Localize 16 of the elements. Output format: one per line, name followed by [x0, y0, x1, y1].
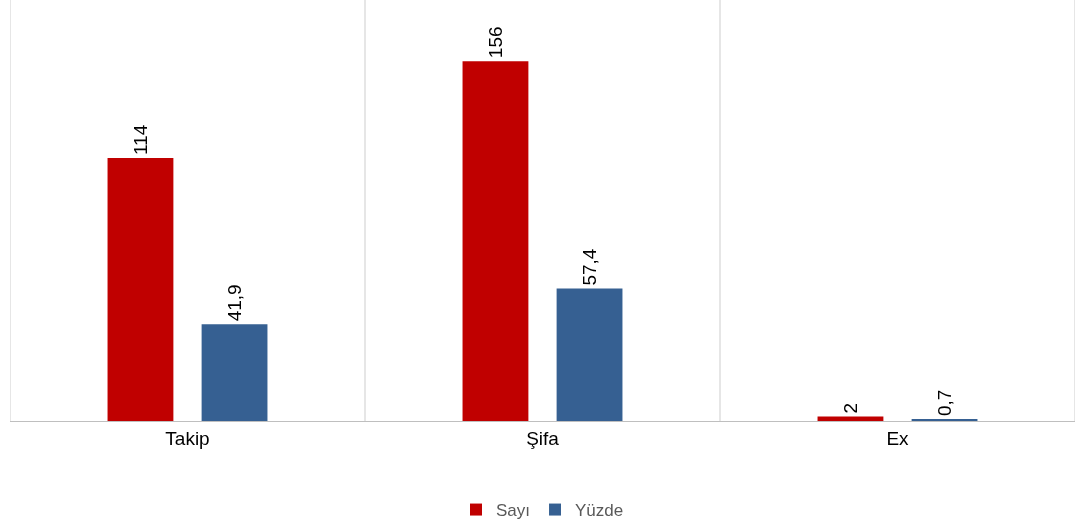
- data-label: 0,7: [934, 389, 956, 416]
- bar: [201, 324, 268, 421]
- bar: [107, 158, 174, 421]
- legend-label: Yüzde: [575, 501, 624, 521]
- data-label: 156: [484, 26, 506, 59]
- x-tick-label: Ex: [886, 427, 910, 449]
- data-label: 114: [129, 124, 151, 156]
- x-tick-label: Şifa: [526, 427, 560, 449]
- bar: [462, 61, 529, 421]
- data-label: 2: [839, 402, 861, 414]
- data-label: 57,4: [579, 248, 601, 286]
- x-tick-label: Takip: [165, 427, 210, 449]
- bar: [817, 416, 884, 421]
- bar: [556, 288, 623, 421]
- data-label: 41,9: [224, 284, 246, 322]
- legend-label: Sayı: [496, 501, 531, 521]
